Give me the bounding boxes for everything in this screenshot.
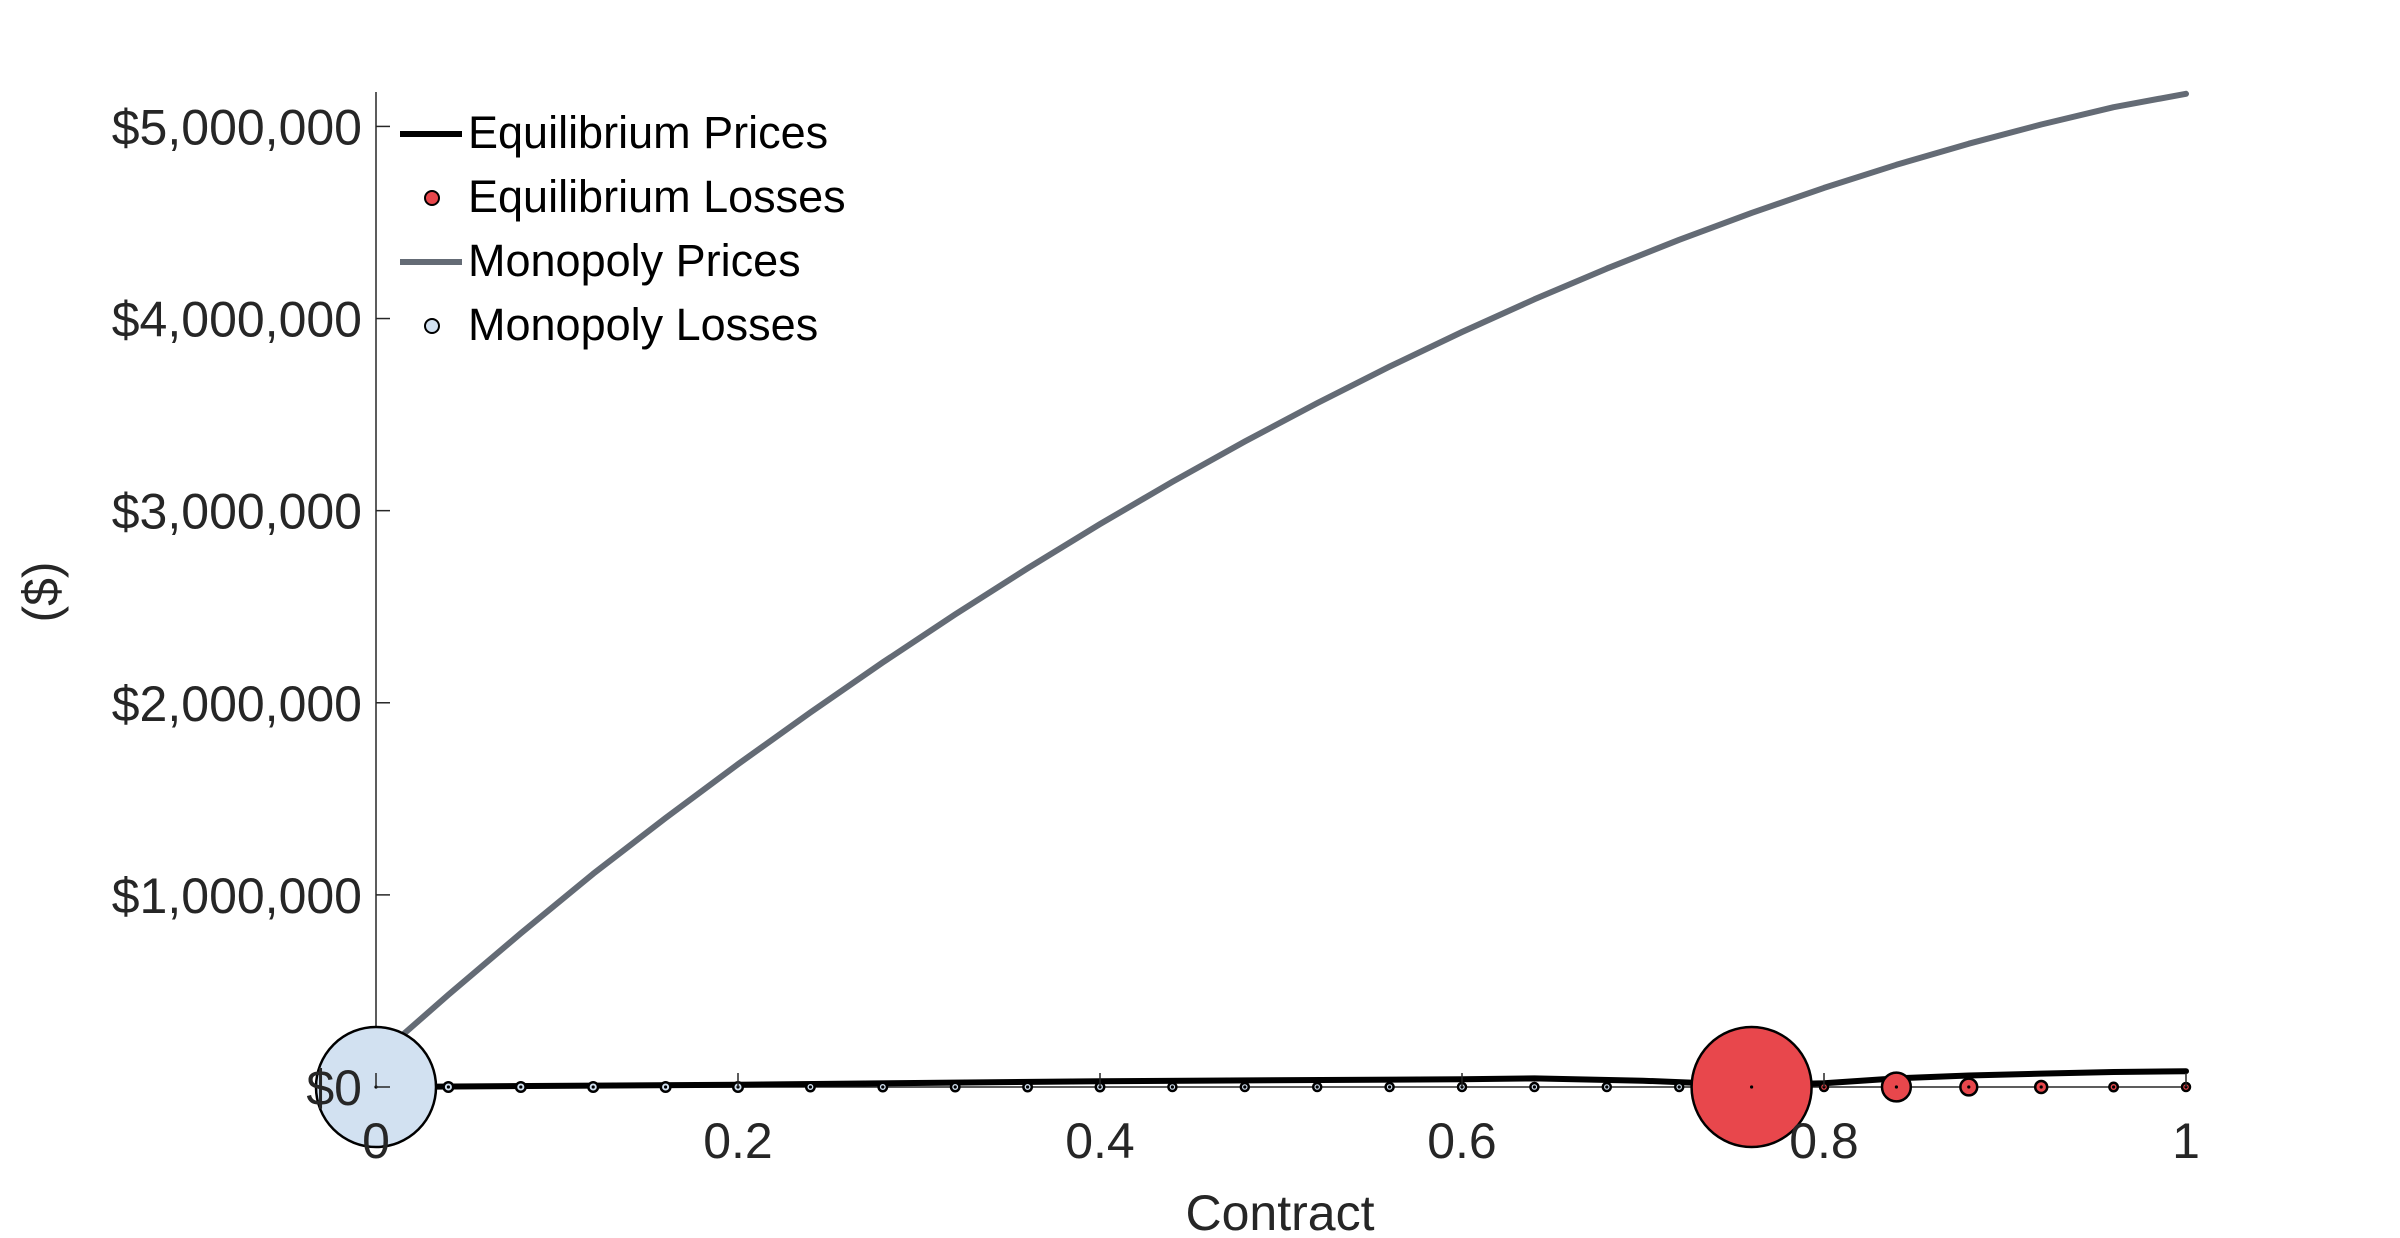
x-axis-label: Contract [1186, 1185, 1375, 1238]
marker-equilibrium-loss-center [2039, 1085, 2043, 1089]
x-tick-label: 0.4 [1065, 1113, 1135, 1169]
marker-monopoly-loss-center [1170, 1085, 1174, 1089]
marker-monopoly-loss-center [1677, 1085, 1681, 1089]
marker-monopoly-loss-center [881, 1085, 885, 1089]
marker-monopoly-loss-center [808, 1085, 813, 1089]
marker-equilibrium-loss-center [1894, 1085, 1898, 1089]
marker-equilibrium-loss-center [2112, 1085, 2116, 1089]
x-tick-label: 0 [362, 1113, 390, 1169]
tick-labels: 0 0.2 0.4 0.6 0.8 1 $0 $1,000,000 $2,000,000 $3,0… [112, 99, 2200, 1169]
series-line-equilibrium-prices [373, 1068, 2189, 1090]
legend-label: Monopoly Prices [468, 235, 801, 286]
y-tick-label: $1,000,000 [112, 868, 362, 924]
marker-monopoly-loss-center [664, 1085, 668, 1089]
legend: Equilibrium Prices Equilibrium Losses Mono… [400, 107, 846, 350]
marker-monopoly-loss-center [1243, 1085, 1247, 1089]
marker-equilibrium-loss-center [1750, 1085, 1754, 1089]
y-tick-label: $2,000,000 [112, 676, 362, 732]
legend-swatch-marker [424, 190, 440, 206]
x-tick-label: 0.2 [703, 1113, 773, 1169]
y-tick-label: $5,000,000 [112, 99, 362, 155]
marker-monopoly-loss-center [1026, 1085, 1030, 1089]
marker-monopoly-loss-center [446, 1085, 450, 1089]
marker-monopoly-loss-center [1388, 1085, 1392, 1089]
x-tick-label: 0.8 [1789, 1113, 1859, 1169]
y-axis-label: ($) [13, 561, 69, 622]
x-tick-label: 0.6 [1427, 1113, 1497, 1169]
legend-label: Monopoly Losses [468, 299, 818, 350]
marker-monopoly-loss-center [953, 1085, 957, 1089]
x-tick-label: 1 [2172, 1113, 2200, 1169]
marker-equilibrium-loss-center [1967, 1085, 1971, 1089]
series-line-monopoly-prices [373, 90, 2189, 1062]
marker-monopoly-loss-center [591, 1085, 595, 1089]
legend-swatch-marker [424, 318, 440, 334]
y-tick-label: $0 [306, 1060, 362, 1116]
marker-monopoly-loss-center [1315, 1085, 1319, 1089]
legend-label: Equilibrium Losses [468, 171, 846, 222]
marker-monopoly-loss-center [1605, 1085, 1609, 1089]
legend-label: Equilibrium Prices [468, 107, 828, 158]
y-tick-label: $3,000,000 [112, 484, 362, 540]
marker-monopoly-loss-center [1532, 1085, 1536, 1089]
marker-monopoly-loss-center [519, 1085, 523, 1089]
y-tick-label: $4,000,000 [112, 292, 362, 348]
